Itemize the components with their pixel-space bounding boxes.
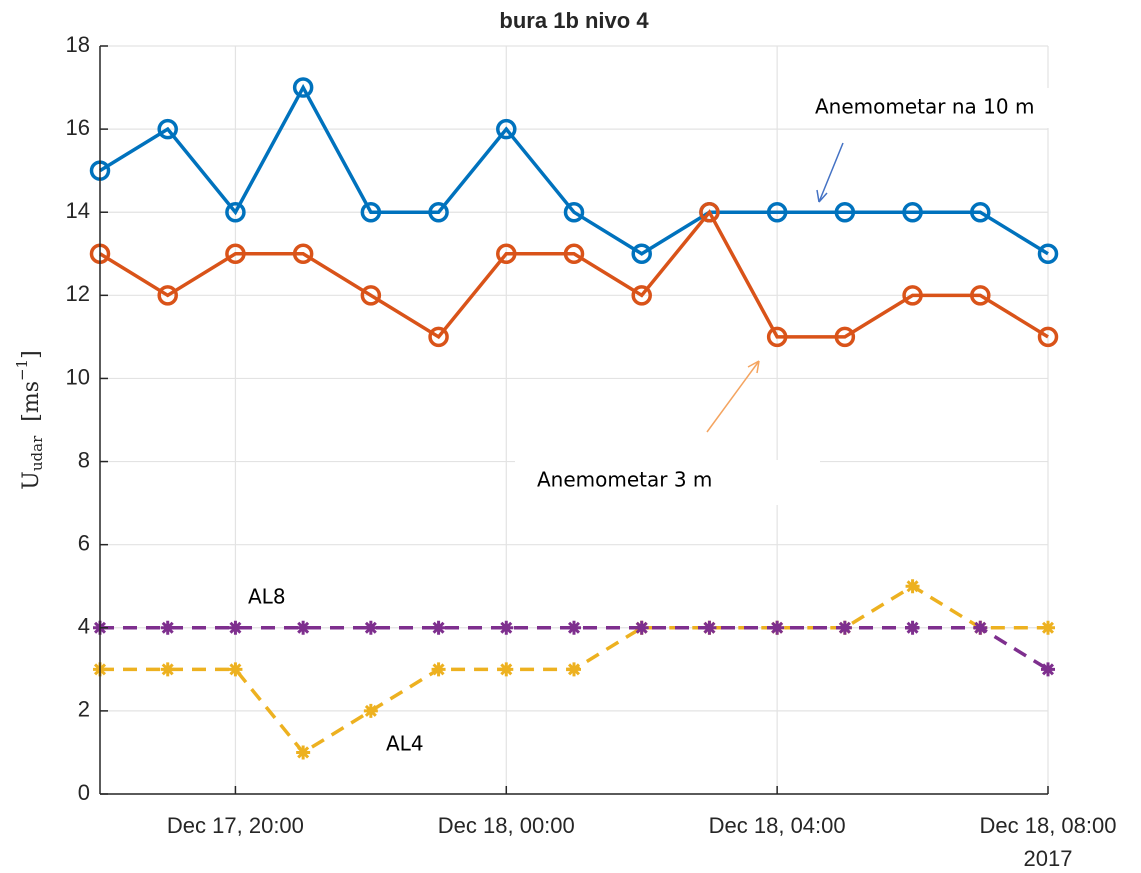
marker [431,620,446,635]
marker [1037,326,1059,348]
data [89,77,1059,760]
marker [428,201,449,223]
marker [1041,620,1055,635]
y-tick-label: 0 [78,780,90,805]
x-tick-label: Dec 18, 04:00 [709,813,846,838]
y-label-symbol: U [19,471,44,490]
y-axis-label: Uudar [ms−1] [13,350,46,489]
y-tick-label: 18 [66,32,90,57]
y-label-unit-close: ] [19,350,44,359]
annotation-box [800,88,1090,128]
marker [902,285,923,306]
marker [699,201,720,223]
arrow-head [816,189,828,203]
marker [499,620,514,635]
marker [837,620,852,635]
series-line [99,83,1049,256]
marker [563,201,585,223]
y-label-subscript: udar [28,435,46,471]
y-tick-label: 16 [66,115,90,140]
marker [766,201,788,223]
y-label-unit: [ms [19,381,44,422]
annotation: Anemometar na 10 m [815,95,1034,119]
x-tick-label: Dec 18, 08:00 [980,813,1117,838]
marker [360,285,382,306]
marker [496,243,517,265]
y-tick-label: 12 [66,281,90,306]
marker [1041,662,1055,677]
marker [631,243,652,265]
x-tick-label: Dec 18, 00:00 [438,813,575,838]
marker [970,285,991,306]
annotation-box [515,460,820,505]
annotation: AL8 [248,585,286,609]
marker [157,285,178,306]
arrow [706,360,760,433]
marker [567,620,581,635]
arrow-head [747,360,760,374]
marker [770,620,785,635]
y-tick-label: 6 [78,530,90,555]
marker [428,326,449,348]
marker [766,326,788,348]
marker [902,201,923,223]
marker [431,662,446,677]
marker [702,620,717,635]
y-tick-label: 2 [78,697,90,722]
marker [1037,243,1059,265]
marker [363,703,378,718]
marker [296,620,311,635]
marker [292,77,314,98]
marker [292,243,314,265]
marker [160,662,175,677]
marker [496,118,517,140]
y-tick-label: 14 [66,198,90,223]
marker [157,118,178,140]
marker [225,243,246,265]
y-tick-label: 4 [78,614,90,639]
marker [160,620,175,635]
series-line [99,209,1049,340]
marker [905,620,920,635]
annotation: AL4 [386,732,424,756]
marker [634,620,649,635]
marker [834,201,856,223]
marker [905,579,920,594]
marker [973,620,988,635]
marker [834,326,856,348]
marker [567,662,581,677]
marker [970,201,991,223]
marker [360,201,382,223]
marker [296,745,311,760]
marker [228,662,243,677]
annotation: Anemometar 3 m [537,468,712,492]
arrow [818,142,844,203]
marker [225,201,246,223]
marker [631,285,652,306]
marker [563,243,585,265]
y-tick-label: 8 [78,447,90,472]
x-year-label: 2017 [1024,846,1073,871]
marker [363,620,378,635]
chart-title: bura 1b nivo 4 [499,8,649,33]
y-label-exponent: −1 [13,359,31,381]
marker [499,662,514,677]
x-tick-label: Dec 17, 20:00 [167,813,304,838]
marker [228,620,243,635]
y-tick-label: 10 [66,364,90,389]
grid [100,45,1049,795]
